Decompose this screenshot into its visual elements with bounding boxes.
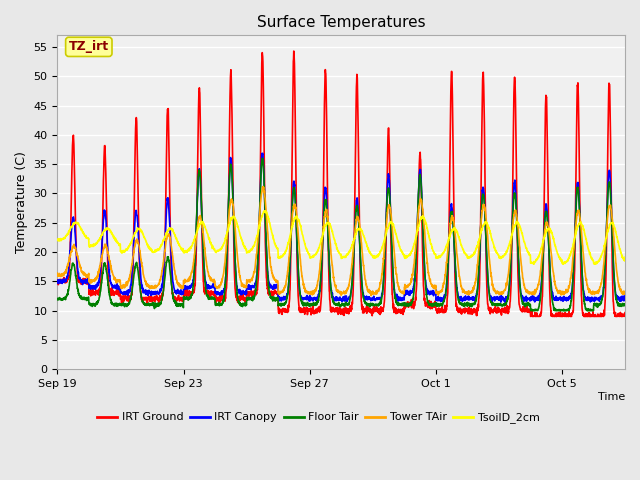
Text: Time: Time	[598, 393, 625, 402]
Text: TZ_irt: TZ_irt	[68, 40, 109, 53]
Title: Surface Temperatures: Surface Temperatures	[257, 15, 426, 30]
Y-axis label: Temperature (C): Temperature (C)	[15, 151, 28, 253]
Legend: IRT Ground, IRT Canopy, Floor Tair, Tower TAir, TsoilD_2cm: IRT Ground, IRT Canopy, Floor Tair, Towe…	[93, 408, 544, 428]
